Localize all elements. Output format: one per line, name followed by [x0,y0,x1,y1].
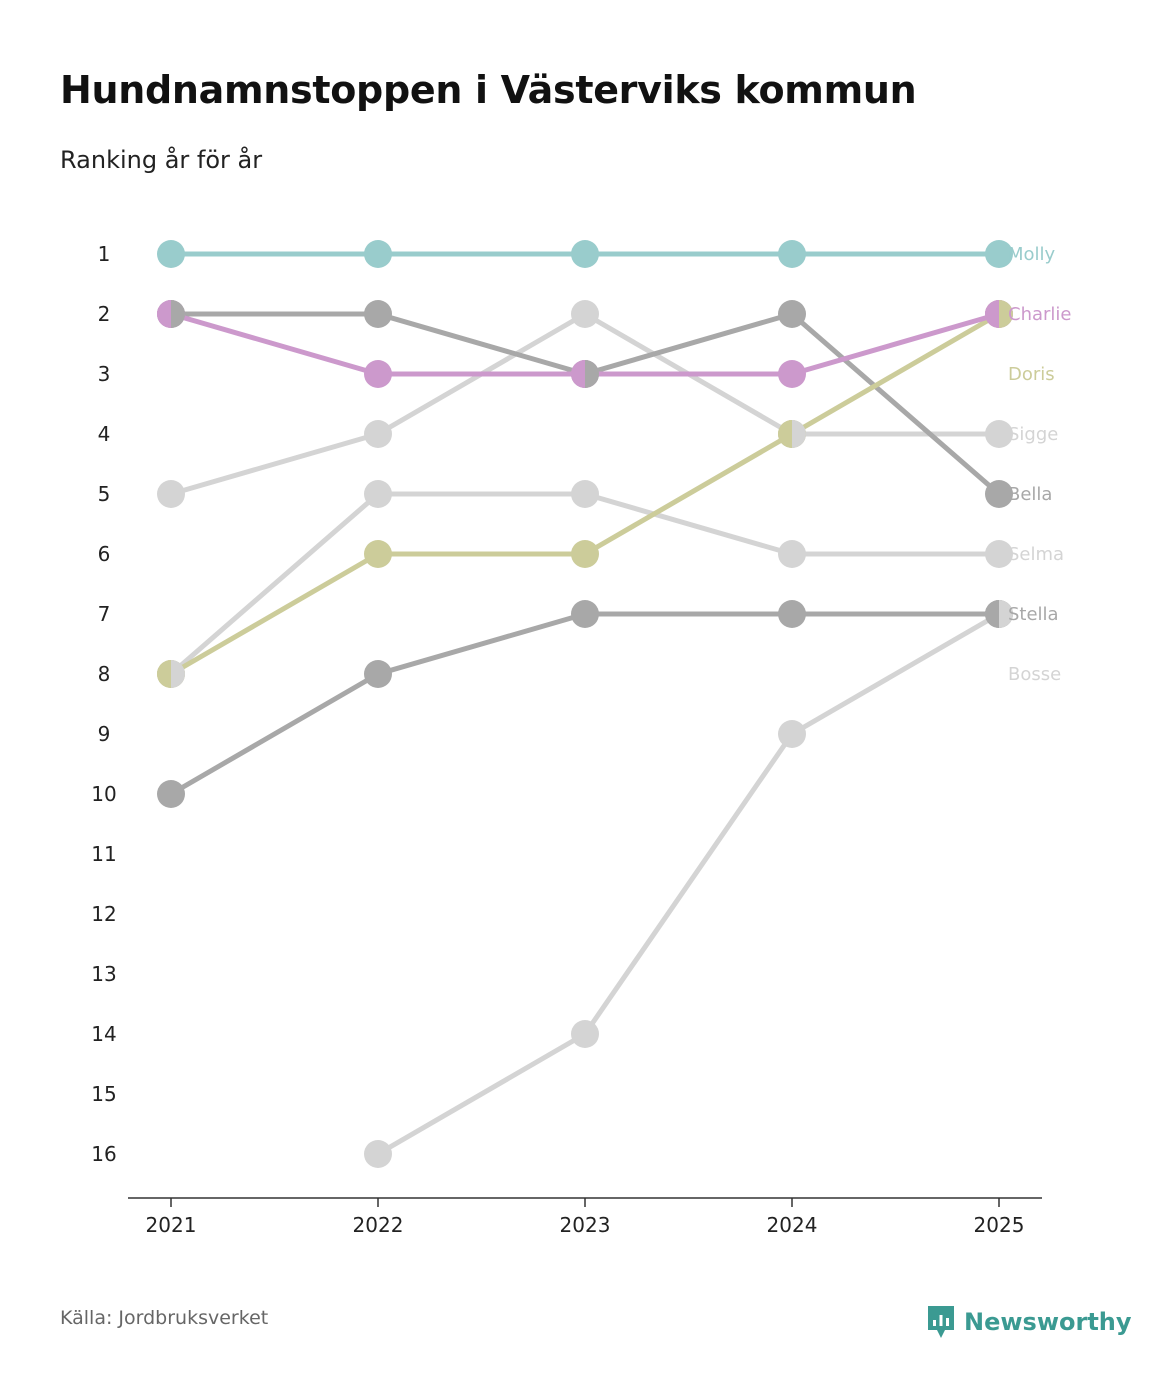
point-bella [364,300,392,328]
point-doris [571,540,599,568]
end-label-selma: Selma [1008,544,1064,565]
point-charlie [364,360,392,388]
point-split-right [999,600,1013,628]
point-stella [778,600,806,628]
x-axis: 2021 2022 2023 2024 2025 [128,1197,1042,1237]
y-tick-label: 4 [98,422,111,446]
point-sigge [985,420,1013,448]
point-bosse [571,1020,599,1048]
point-sigge [571,300,599,328]
x-tick-label: 2023 [560,1213,611,1237]
series-line-sigge [168,311,1002,497]
y-tick-label: 12 [91,902,116,926]
end-labels: Molly Charlie Doris Sigge Bella Selma Stella Bo… [1008,244,1071,685]
end-label-stella: Stella [1008,604,1059,625]
y-tick-label: 9 [98,722,111,746]
end-label-molly: Molly [1008,244,1056,265]
x-tick-label: 2022 [353,1213,404,1237]
newsworthy-logo-icon [928,1306,954,1338]
y-tick-label: 11 [91,842,116,866]
end-label-charlie: Charlie [1008,304,1071,325]
point-split-right [171,660,185,688]
series-lines [168,251,1002,1157]
y-tick-label: 16 [91,1142,116,1166]
x-tick-label: 2024 [767,1213,818,1237]
x-tick-label: 2025 [974,1213,1025,1237]
point-stella [364,660,392,688]
end-label-sigge: Sigge [1008,424,1058,445]
point-molly [157,240,185,268]
series-line-bella [168,311,1002,497]
point-selma [778,540,806,568]
point-bella [985,480,1013,508]
point-molly [985,240,1013,268]
point-doris [364,540,392,568]
y-tick-label: 6 [98,542,111,566]
point-stella [157,780,185,808]
point-selma [571,480,599,508]
point-molly [571,240,599,268]
point-split-left [157,660,171,688]
point-molly [364,240,392,268]
end-label-bosse: Bosse [1008,664,1061,685]
point-bella [778,300,806,328]
point-split-left [571,360,585,388]
point-selma [364,480,392,508]
newsworthy-logo[interactable]: Newsworthy [926,1304,1132,1340]
end-label-bella: Bella [1008,484,1052,505]
series-line-stella [168,611,1002,797]
y-tick-label: 10 [91,782,116,806]
point-split-left [778,420,792,448]
y-tick-label: 3 [98,362,111,386]
y-tick-label: 14 [91,1022,116,1046]
chart-subtitle: Ranking år för år [60,146,263,174]
point-sigge [157,480,185,508]
series-line-bosse [375,611,1002,1157]
y-tick-label: 15 [91,1082,116,1106]
source-note: Källa: Jordbruksverket [60,1307,269,1329]
point-selma [985,540,1013,568]
y-tick-label: 8 [98,662,111,686]
newsworthy-logo-text: Newsworthy [964,1308,1132,1336]
point-molly [778,240,806,268]
point-sigge [364,420,392,448]
point-split-right [171,300,185,328]
y-tick-label: 7 [98,602,111,626]
chart-title: Hundnamnstoppen i Västerviks kommun [60,68,917,112]
point-split-right [585,360,599,388]
point-split-left [985,300,999,328]
series-points [157,240,1013,1168]
y-tick-label: 5 [98,482,111,506]
end-label-doris: Doris [1008,364,1055,385]
y-tick-label: 13 [91,962,116,986]
series-line-selma [168,491,1002,677]
y-tick-label: 1 [98,242,111,266]
point-bosse [364,1140,392,1168]
point-split-left [157,300,171,328]
point-stella [571,600,599,628]
point-charlie [778,360,806,388]
point-bosse [778,720,806,748]
point-split-right [792,420,806,448]
y-tick-label: 2 [98,302,111,326]
x-tick-label: 2021 [146,1213,197,1237]
point-split-left [985,600,999,628]
point-split-right [999,300,1013,328]
